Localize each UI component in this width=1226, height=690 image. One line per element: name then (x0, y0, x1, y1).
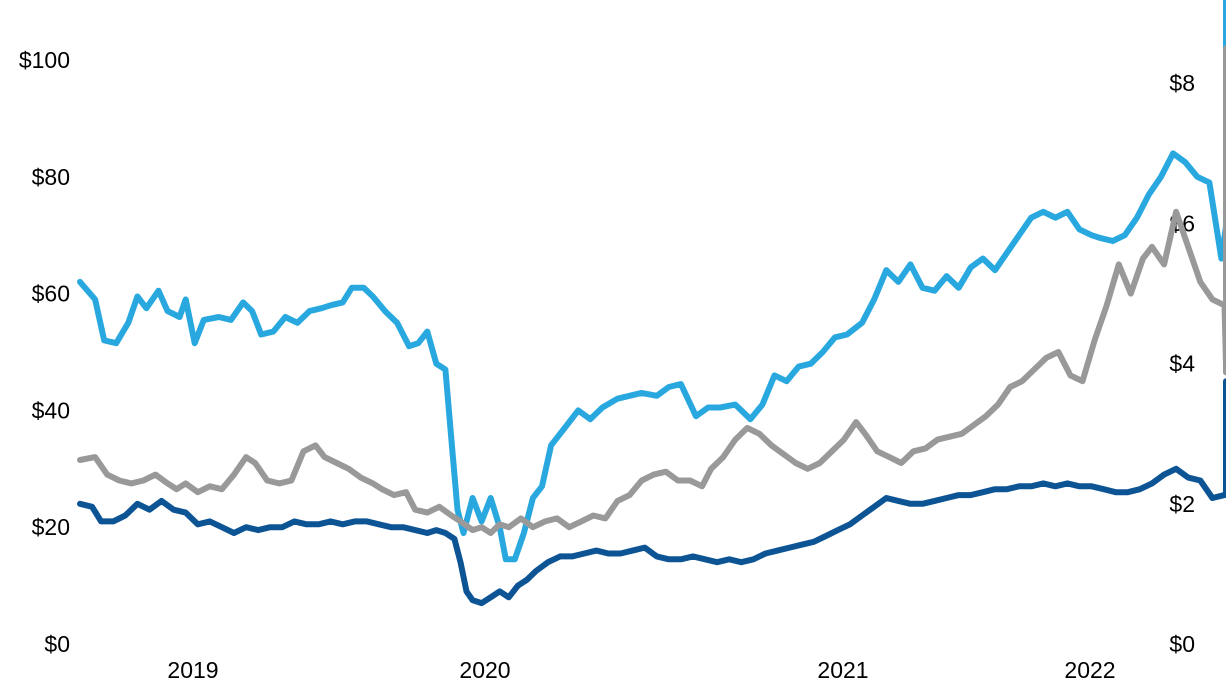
right-y-tick-label: $0 (1169, 631, 1195, 657)
right-y-tick-label: $4 (1169, 351, 1195, 377)
left-y-tick-label: $40 (32, 397, 70, 423)
series-line-gray (77, 45, 1226, 536)
right-y-axis: $0$2$4$6$8 (1169, 70, 1195, 657)
x-tick-label: 2019 (167, 657, 218, 683)
x-tick-label: 2021 (817, 657, 868, 683)
left-y-tick-label: $80 (32, 164, 70, 190)
series-line-dark-blue (77, 378, 1226, 607)
right-y-tick-label: $8 (1169, 70, 1195, 96)
left-y-tick-label: $100 (19, 47, 70, 73)
plot-area (77, 0, 1226, 607)
x-tick-label: 2022 (1064, 657, 1115, 683)
x-axis: 2019 2020 2021 2022 (167, 657, 1115, 683)
left-y-tick-label: $0 (44, 631, 70, 657)
left-y-tick-label: $60 (32, 281, 70, 307)
left-y-axis: $0 $20 $40 $60 $80 $100 (19, 47, 70, 657)
right-y-tick-label: $2 (1169, 491, 1195, 517)
left-y-tick-label: $20 (32, 514, 70, 540)
series-line-light-blue (77, 0, 1226, 563)
x-tick-label: 2020 (459, 657, 510, 683)
